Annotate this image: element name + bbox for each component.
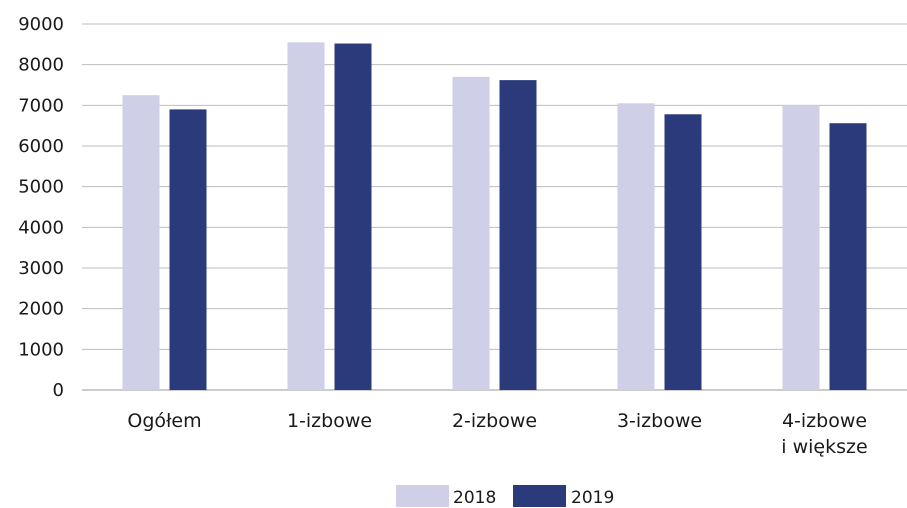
bar-2019-1 <box>334 43 372 391</box>
y-tick-label: 7000 <box>18 95 64 116</box>
bar-2019-0 <box>169 109 207 391</box>
bar-2018-0 <box>122 95 160 391</box>
gridlines <box>82 23 907 391</box>
legend-swatch-2019 <box>513 485 566 507</box>
x-category-label: Ogółem <box>127 410 201 432</box>
legend-swatch-2018 <box>396 485 449 507</box>
legend-label: 2018 <box>453 488 496 508</box>
x-category-label: 2-izbowe <box>452 410 537 432</box>
y-tick-label: 6000 <box>18 136 64 157</box>
y-tick-label: 8000 <box>18 55 64 76</box>
x-category-label: 1-izbowe <box>287 410 372 432</box>
bar-2019-2 <box>499 80 537 391</box>
y-tick-label: 5000 <box>18 177 64 198</box>
y-tick-label: 3000 <box>18 258 64 279</box>
bar-2018-4 <box>782 105 820 390</box>
x-category-label: 4-izbowe <box>782 410 867 432</box>
y-tick-label: 1000 <box>18 339 64 360</box>
bar-2018-1 <box>287 42 325 391</box>
legend: 2018 2019 <box>396 485 614 508</box>
y-axis-tick-labels: 0 1000 2000 3000 4000 5000 6000 7000 8000 9000 <box>18 14 64 401</box>
x-category-label: i większe <box>781 436 867 458</box>
y-tick-label: 2000 <box>18 299 64 320</box>
bar-2018-2 <box>452 76 490 390</box>
x-category-label: 3-izbowe <box>617 410 702 432</box>
y-tick-label: 4000 <box>18 217 64 238</box>
bar-2019-3 <box>664 114 702 390</box>
bar-2018-3 <box>617 103 655 391</box>
x-axis-category-labels: Ogółem 1-izbowe 2-izbowe 3-izbowe 4-izbowe i … <box>127 410 867 458</box>
y-tick-label: 0 <box>53 380 64 401</box>
bars <box>122 42 867 391</box>
bar-2019-4 <box>829 123 867 390</box>
legend-label: 2019 <box>571 488 614 508</box>
y-tick-label: 9000 <box>18 14 64 35</box>
